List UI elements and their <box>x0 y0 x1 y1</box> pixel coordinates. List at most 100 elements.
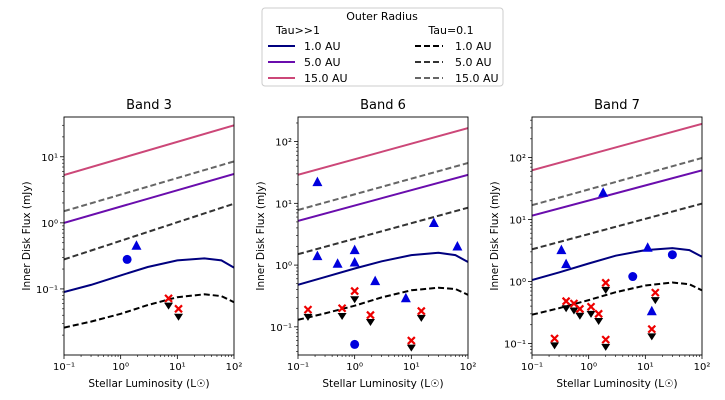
panel2-x-point <box>417 306 426 316</box>
panel3-triangle-point <box>642 242 653 252</box>
panel2-title: Band 6 <box>360 98 406 113</box>
panel2-upper-limit-marker <box>406 344 416 352</box>
panel2: Band 6 10⁻¹ 10⁰ 10¹ 10² 10⁻¹ 10⁰ 10¹ 10² Stellar … <box>255 98 476 390</box>
panel2-x-point <box>366 310 375 320</box>
panel2-x-axis-label: Stellar Luminosity (L☉) <box>322 378 443 390</box>
panel3-title: Band 7 <box>594 98 640 113</box>
legend-frame <box>261 7 504 87</box>
panel2-x-point <box>303 305 313 314</box>
legend-col2-header: Tau=0.1 <box>427 24 473 37</box>
panel3-upper-limit-marker <box>550 342 560 350</box>
panel3-upper-limit-marker <box>601 343 611 351</box>
legend-title: Outer Radius <box>346 10 418 23</box>
legend-label-thin-1: 1.0 AU <box>455 40 492 53</box>
panel2-triangle-point <box>400 292 411 303</box>
legend-col1-header: Tau>>1 <box>275 24 320 37</box>
panel1-model-line-4 <box>64 293 234 329</box>
panel3-x-tick-label: 10⁻¹ <box>521 362 543 373</box>
panel2-x-point <box>337 303 347 313</box>
panel3-x-point <box>651 288 660 297</box>
legend-label-thick-2: 5.0 AU <box>304 56 341 69</box>
legend-label-thick-3: 15.0 AU <box>304 72 348 85</box>
panel3-x-point <box>575 304 585 314</box>
panel3-markers <box>550 187 677 351</box>
panel3-model-line-2 <box>532 169 702 217</box>
panel2-triangle-point <box>332 258 343 268</box>
chart-panels: Band 3 10⁻¹ 10⁰ 10¹ 10² 10⁻¹ 10⁰ 10¹ Stellar Lum… <box>21 98 710 390</box>
panel3-x-point <box>561 296 571 306</box>
panel3-upper-limit-marker <box>594 317 604 325</box>
panel3-model-line-4 <box>532 281 702 316</box>
panel3-upper-limit-marker <box>586 310 596 318</box>
panel2-x-tick-label: 10¹ <box>403 362 420 373</box>
panel3-upper-limit-marker <box>647 333 657 341</box>
panel1-y-tick-label: 10⁰ <box>41 219 58 230</box>
panel1-upper-limit-marker <box>164 302 174 310</box>
panel1-markers <box>122 240 184 321</box>
panel1-model-line-2 <box>64 172 234 224</box>
panel3-model-line-5 <box>532 202 702 251</box>
panel1-x-tick-label: 10¹ <box>169 362 186 373</box>
panel3-upper-limit-marker <box>650 297 660 305</box>
panel2-y-tick-label: 10⁻¹ <box>270 323 292 334</box>
panel1: Band 3 10⁻¹ 10⁰ 10¹ 10² 10⁻¹ 10⁰ 10¹ Stellar Lum… <box>21 98 242 390</box>
panel2-x-tick-label: 10⁰ <box>346 362 363 373</box>
panel1-x-tick-label: 10⁻¹ <box>53 362 75 373</box>
panel3-triangle-point <box>598 187 609 197</box>
panel2-triangle-point <box>312 176 323 187</box>
panel2-x-point <box>350 286 359 296</box>
panel3-x-point <box>601 335 611 344</box>
panel3-model-lines <box>532 122 702 316</box>
legend-label-thin-3: 15.0 AU <box>455 72 499 85</box>
panel2-axes-frame <box>297 116 469 356</box>
panel1-title: Band 3 <box>126 98 172 113</box>
panel2-y-tick-label: 10¹ <box>275 199 292 210</box>
panel1-model-line-6 <box>64 160 234 213</box>
panel2-model-lines <box>298 127 468 321</box>
panel1-x-point <box>164 294 173 303</box>
panel3-y-tick-label: 10² <box>509 153 526 164</box>
panel2-model-line-3 <box>298 127 468 176</box>
panel2-x-tick-label: 10⁻¹ <box>287 362 309 373</box>
panel3-triangle-point <box>561 258 572 269</box>
panel2-x-point <box>407 336 416 345</box>
panel3-model-line-1 <box>532 247 702 282</box>
panel3-x-axis-label: Stellar Luminosity (L☉) <box>556 378 677 390</box>
panel3-y-tick-label: 10⁰ <box>509 277 526 288</box>
panel3-model-line-3 <box>532 122 702 172</box>
panel3-x-point <box>550 334 559 343</box>
panel2-triangle-point <box>452 240 463 251</box>
panel3-triangle-point <box>556 244 567 255</box>
panel1-y-tick-label: 10⁻¹ <box>36 285 58 296</box>
panel3-circle-point <box>667 250 677 260</box>
panel3-y-tick-label: 10¹ <box>509 215 526 226</box>
panel1-x-point <box>174 304 183 314</box>
panel1-model-line-5 <box>64 202 234 261</box>
panel3-upper-limit-marker <box>569 307 579 315</box>
panel2-x-tick-label: 10² <box>460 362 477 373</box>
panel3-x-point <box>647 324 657 334</box>
panel2-triangle-point <box>428 217 439 228</box>
panel1-axes-frame <box>63 116 235 356</box>
panel2-triangle-point <box>349 257 360 267</box>
panel1-model-line-1 <box>64 257 234 293</box>
legend-label-thick-1: 1.0 AU <box>304 40 341 53</box>
panel2-model-line-6 <box>298 162 468 211</box>
panel3-upper-limit-marker <box>575 312 585 320</box>
panel2-model-line-1 <box>298 251 468 286</box>
panel2-upper-limit-marker <box>303 313 313 321</box>
panel2-model-line-5 <box>298 206 468 256</box>
panel3-upper-limit-marker <box>601 286 611 294</box>
panel2-triangle-point <box>370 275 381 286</box>
panel2-upper-limit-marker <box>365 318 375 326</box>
panel1-x-tick-label: 10⁰ <box>112 362 129 373</box>
panel3-y-tick-label: 10⁻¹ <box>504 339 526 350</box>
panel3-x-point <box>586 302 596 312</box>
panel1-model-line-3 <box>64 124 234 176</box>
panel3-x-point <box>594 309 603 319</box>
panel2-markers <box>303 176 463 352</box>
panel2-upper-limit-marker <box>337 312 347 320</box>
panel1-y-axis-label: Inner Disk Flux (mJy) <box>21 181 33 290</box>
panel3-upper-limit-marker <box>561 305 571 313</box>
